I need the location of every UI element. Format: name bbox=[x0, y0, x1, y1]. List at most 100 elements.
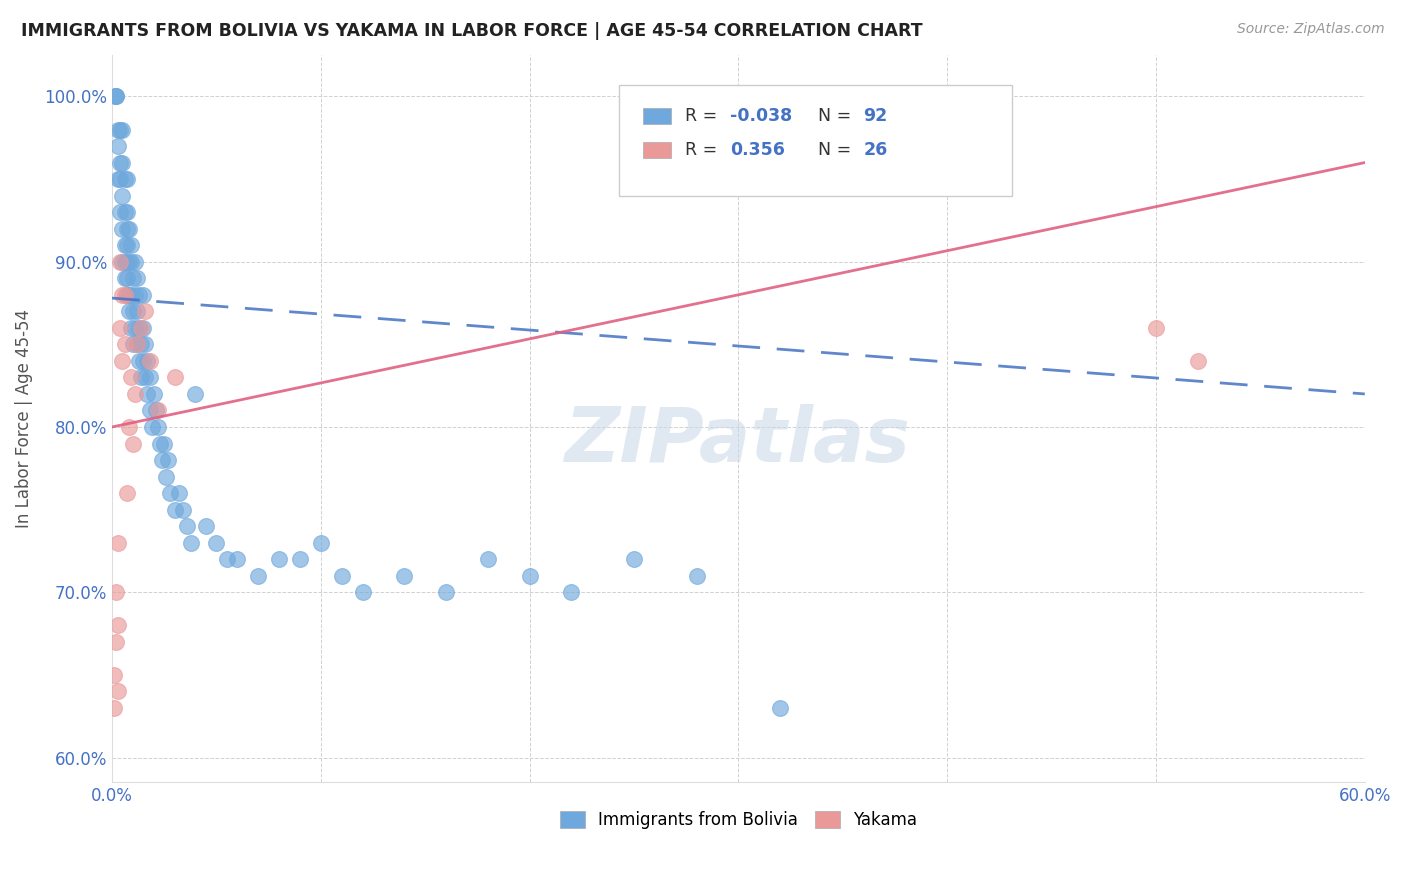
Point bbox=[153, 436, 176, 450]
Point bbox=[159, 486, 181, 500]
Point bbox=[352, 585, 374, 599]
Point bbox=[114, 172, 136, 186]
Point bbox=[132, 354, 155, 368]
Point bbox=[107, 172, 129, 186]
Point bbox=[155, 469, 177, 483]
Point bbox=[685, 568, 707, 582]
Point bbox=[115, 205, 138, 219]
Point bbox=[519, 568, 541, 582]
Point bbox=[121, 304, 143, 318]
Point bbox=[226, 552, 249, 566]
Point bbox=[129, 321, 152, 335]
Point bbox=[146, 403, 169, 417]
Point bbox=[1187, 354, 1209, 368]
Point bbox=[121, 436, 143, 450]
Point bbox=[111, 287, 134, 301]
Point bbox=[146, 420, 169, 434]
Text: Source: ZipAtlas.com: Source: ZipAtlas.com bbox=[1237, 22, 1385, 37]
Text: 92: 92 bbox=[863, 107, 887, 125]
Point bbox=[114, 337, 136, 351]
Point bbox=[125, 337, 148, 351]
Point bbox=[157, 453, 180, 467]
Point bbox=[288, 552, 311, 566]
Point bbox=[184, 387, 207, 401]
Point bbox=[1144, 321, 1167, 335]
Point bbox=[134, 304, 156, 318]
Text: IMMIGRANTS FROM BOLIVIA VS YAKAMA IN LABOR FORCE | AGE 45-54 CORRELATION CHART: IMMIGRANTS FROM BOLIVIA VS YAKAMA IN LAB… bbox=[21, 22, 922, 40]
Point bbox=[118, 254, 141, 268]
Text: -0.038: -0.038 bbox=[730, 107, 792, 125]
Text: 0.356: 0.356 bbox=[730, 141, 785, 159]
Point bbox=[120, 287, 142, 301]
Point bbox=[128, 287, 150, 301]
Text: N =: N = bbox=[818, 141, 858, 159]
Point bbox=[118, 420, 141, 434]
Point bbox=[115, 221, 138, 235]
Point bbox=[128, 354, 150, 368]
Point bbox=[111, 188, 134, 202]
Y-axis label: In Labor Force | Age 45-54: In Labor Force | Age 45-54 bbox=[15, 310, 32, 528]
Point bbox=[115, 287, 138, 301]
Point bbox=[163, 370, 186, 384]
Point bbox=[105, 635, 128, 649]
Point bbox=[769, 701, 792, 715]
Point bbox=[129, 337, 152, 351]
Point bbox=[110, 122, 132, 136]
Point bbox=[120, 321, 142, 335]
Point bbox=[120, 254, 142, 268]
Point bbox=[121, 271, 143, 285]
Point bbox=[111, 354, 134, 368]
Point bbox=[247, 568, 270, 582]
Point bbox=[115, 172, 138, 186]
Point bbox=[125, 337, 148, 351]
Point bbox=[560, 585, 582, 599]
Point bbox=[129, 370, 152, 384]
Point bbox=[125, 271, 148, 285]
Legend: Immigrants from Bolivia, Yakama: Immigrants from Bolivia, Yakama bbox=[553, 805, 924, 836]
Point bbox=[141, 420, 163, 434]
Text: R =: R = bbox=[685, 107, 723, 125]
Point bbox=[121, 337, 143, 351]
Point bbox=[120, 370, 142, 384]
Point bbox=[125, 304, 148, 318]
Point bbox=[105, 89, 128, 103]
Text: 26: 26 bbox=[863, 141, 887, 159]
Point bbox=[111, 122, 134, 136]
Point bbox=[145, 403, 167, 417]
Point bbox=[134, 337, 156, 351]
Point bbox=[110, 321, 132, 335]
Point bbox=[138, 354, 160, 368]
Point bbox=[142, 387, 165, 401]
Point bbox=[150, 453, 173, 467]
Point bbox=[110, 155, 132, 169]
Point bbox=[107, 139, 129, 153]
Point bbox=[136, 387, 159, 401]
Point bbox=[394, 568, 416, 582]
Point bbox=[149, 436, 172, 450]
Point bbox=[134, 370, 156, 384]
Point bbox=[132, 287, 155, 301]
Point bbox=[107, 684, 129, 698]
Point bbox=[124, 387, 146, 401]
Point bbox=[138, 370, 160, 384]
Point bbox=[110, 172, 132, 186]
Point bbox=[124, 287, 146, 301]
Point bbox=[205, 535, 228, 549]
Point bbox=[115, 486, 138, 500]
Point bbox=[180, 535, 202, 549]
Point bbox=[114, 287, 136, 301]
Point bbox=[138, 403, 160, 417]
Point bbox=[330, 568, 353, 582]
Point bbox=[194, 519, 217, 533]
Point bbox=[115, 254, 138, 268]
Point bbox=[107, 535, 129, 549]
Point bbox=[163, 502, 186, 516]
Point bbox=[176, 519, 198, 533]
Point bbox=[111, 221, 134, 235]
Point bbox=[105, 89, 128, 103]
Point bbox=[267, 552, 290, 566]
Point bbox=[107, 618, 129, 632]
Point bbox=[167, 486, 190, 500]
Point bbox=[434, 585, 457, 599]
Point bbox=[110, 205, 132, 219]
